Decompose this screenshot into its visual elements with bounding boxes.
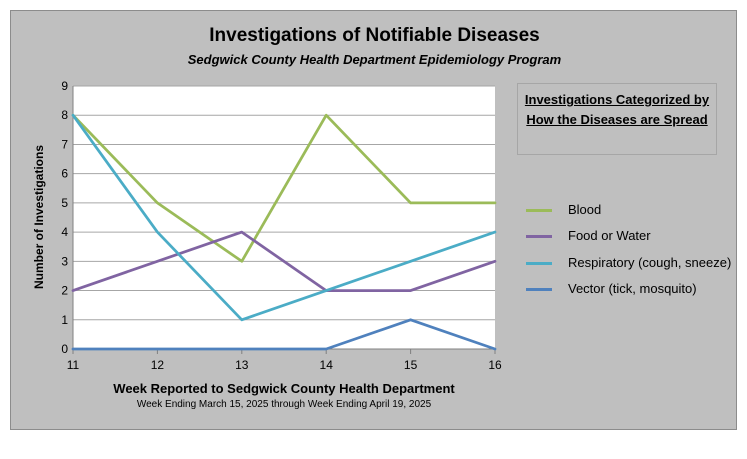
chart-frame: Investigations of Notifiable Diseases Se… [10,10,737,430]
chart-subtitle: Sedgwick County Health Department Epidem… [187,52,562,67]
x-tick-label-13: 13 [235,358,249,372]
series-line-food-or-water [71,230,497,292]
legend-label-food-or-water: Food or Water [568,228,651,243]
legend-label-blood: Blood [568,202,602,217]
y-tick-label-5: 5 [61,196,68,210]
series-line-vector-tick-mosquito [71,318,497,351]
y-tick-label-1: 1 [61,313,68,327]
series-line-respiratory-cough-sneeze [71,113,497,322]
y-tick-label-8: 8 [61,108,68,122]
y-tick-label-3: 3 [61,254,68,268]
series-lines [71,113,497,351]
legend-swatch-blood [526,209,552,212]
legend-swatch-food-or-water [526,235,552,238]
y-tick-label-6: 6 [61,167,68,181]
legend-swatch-vector [526,288,552,291]
y-tick-label-9: 9 [61,79,68,93]
plot-background [73,86,495,349]
series-line-blood [71,113,497,263]
y-tick-label-7: 7 [61,137,68,151]
chart-title: Investigations of Notifiable Diseases [209,25,540,46]
y-tick-label-2: 2 [61,284,68,298]
y-tick-labels: 0 1 2 3 4 5 6 7 8 9 [61,79,68,356]
x-tick-label-12: 12 [151,358,165,372]
x-tick-labels: 11 12 13 14 15 16 [67,358,502,372]
x-axis-title: Week Reported to Sedgwick County Health … [113,381,455,396]
legend-title: Investigations Categorized by How the Di… [524,92,710,127]
legend-label-vector: Vector (tick, mosquito) [568,281,697,296]
x-tick-label-15: 15 [404,358,418,372]
x-tick-label-16: 16 [488,358,502,372]
x-axis-subtitle: Week Ending March 15, 2025 through Week … [136,399,432,410]
legend-label-respiratory: Respiratory (cough, sneeze) [568,255,732,270]
legend-title-box: Investigations Categorized by How the Di… [517,83,717,155]
y-tick-label-0: 0 [61,342,68,356]
legend-swatch-respiratory [526,262,552,265]
y-tick-label-4: 4 [61,225,68,239]
x-tick-label-14: 14 [320,358,334,372]
x-tick-label-11: 11 [67,358,80,372]
y-axis-title: Number of Investigations [32,145,46,289]
grid-lines [73,85,495,321]
